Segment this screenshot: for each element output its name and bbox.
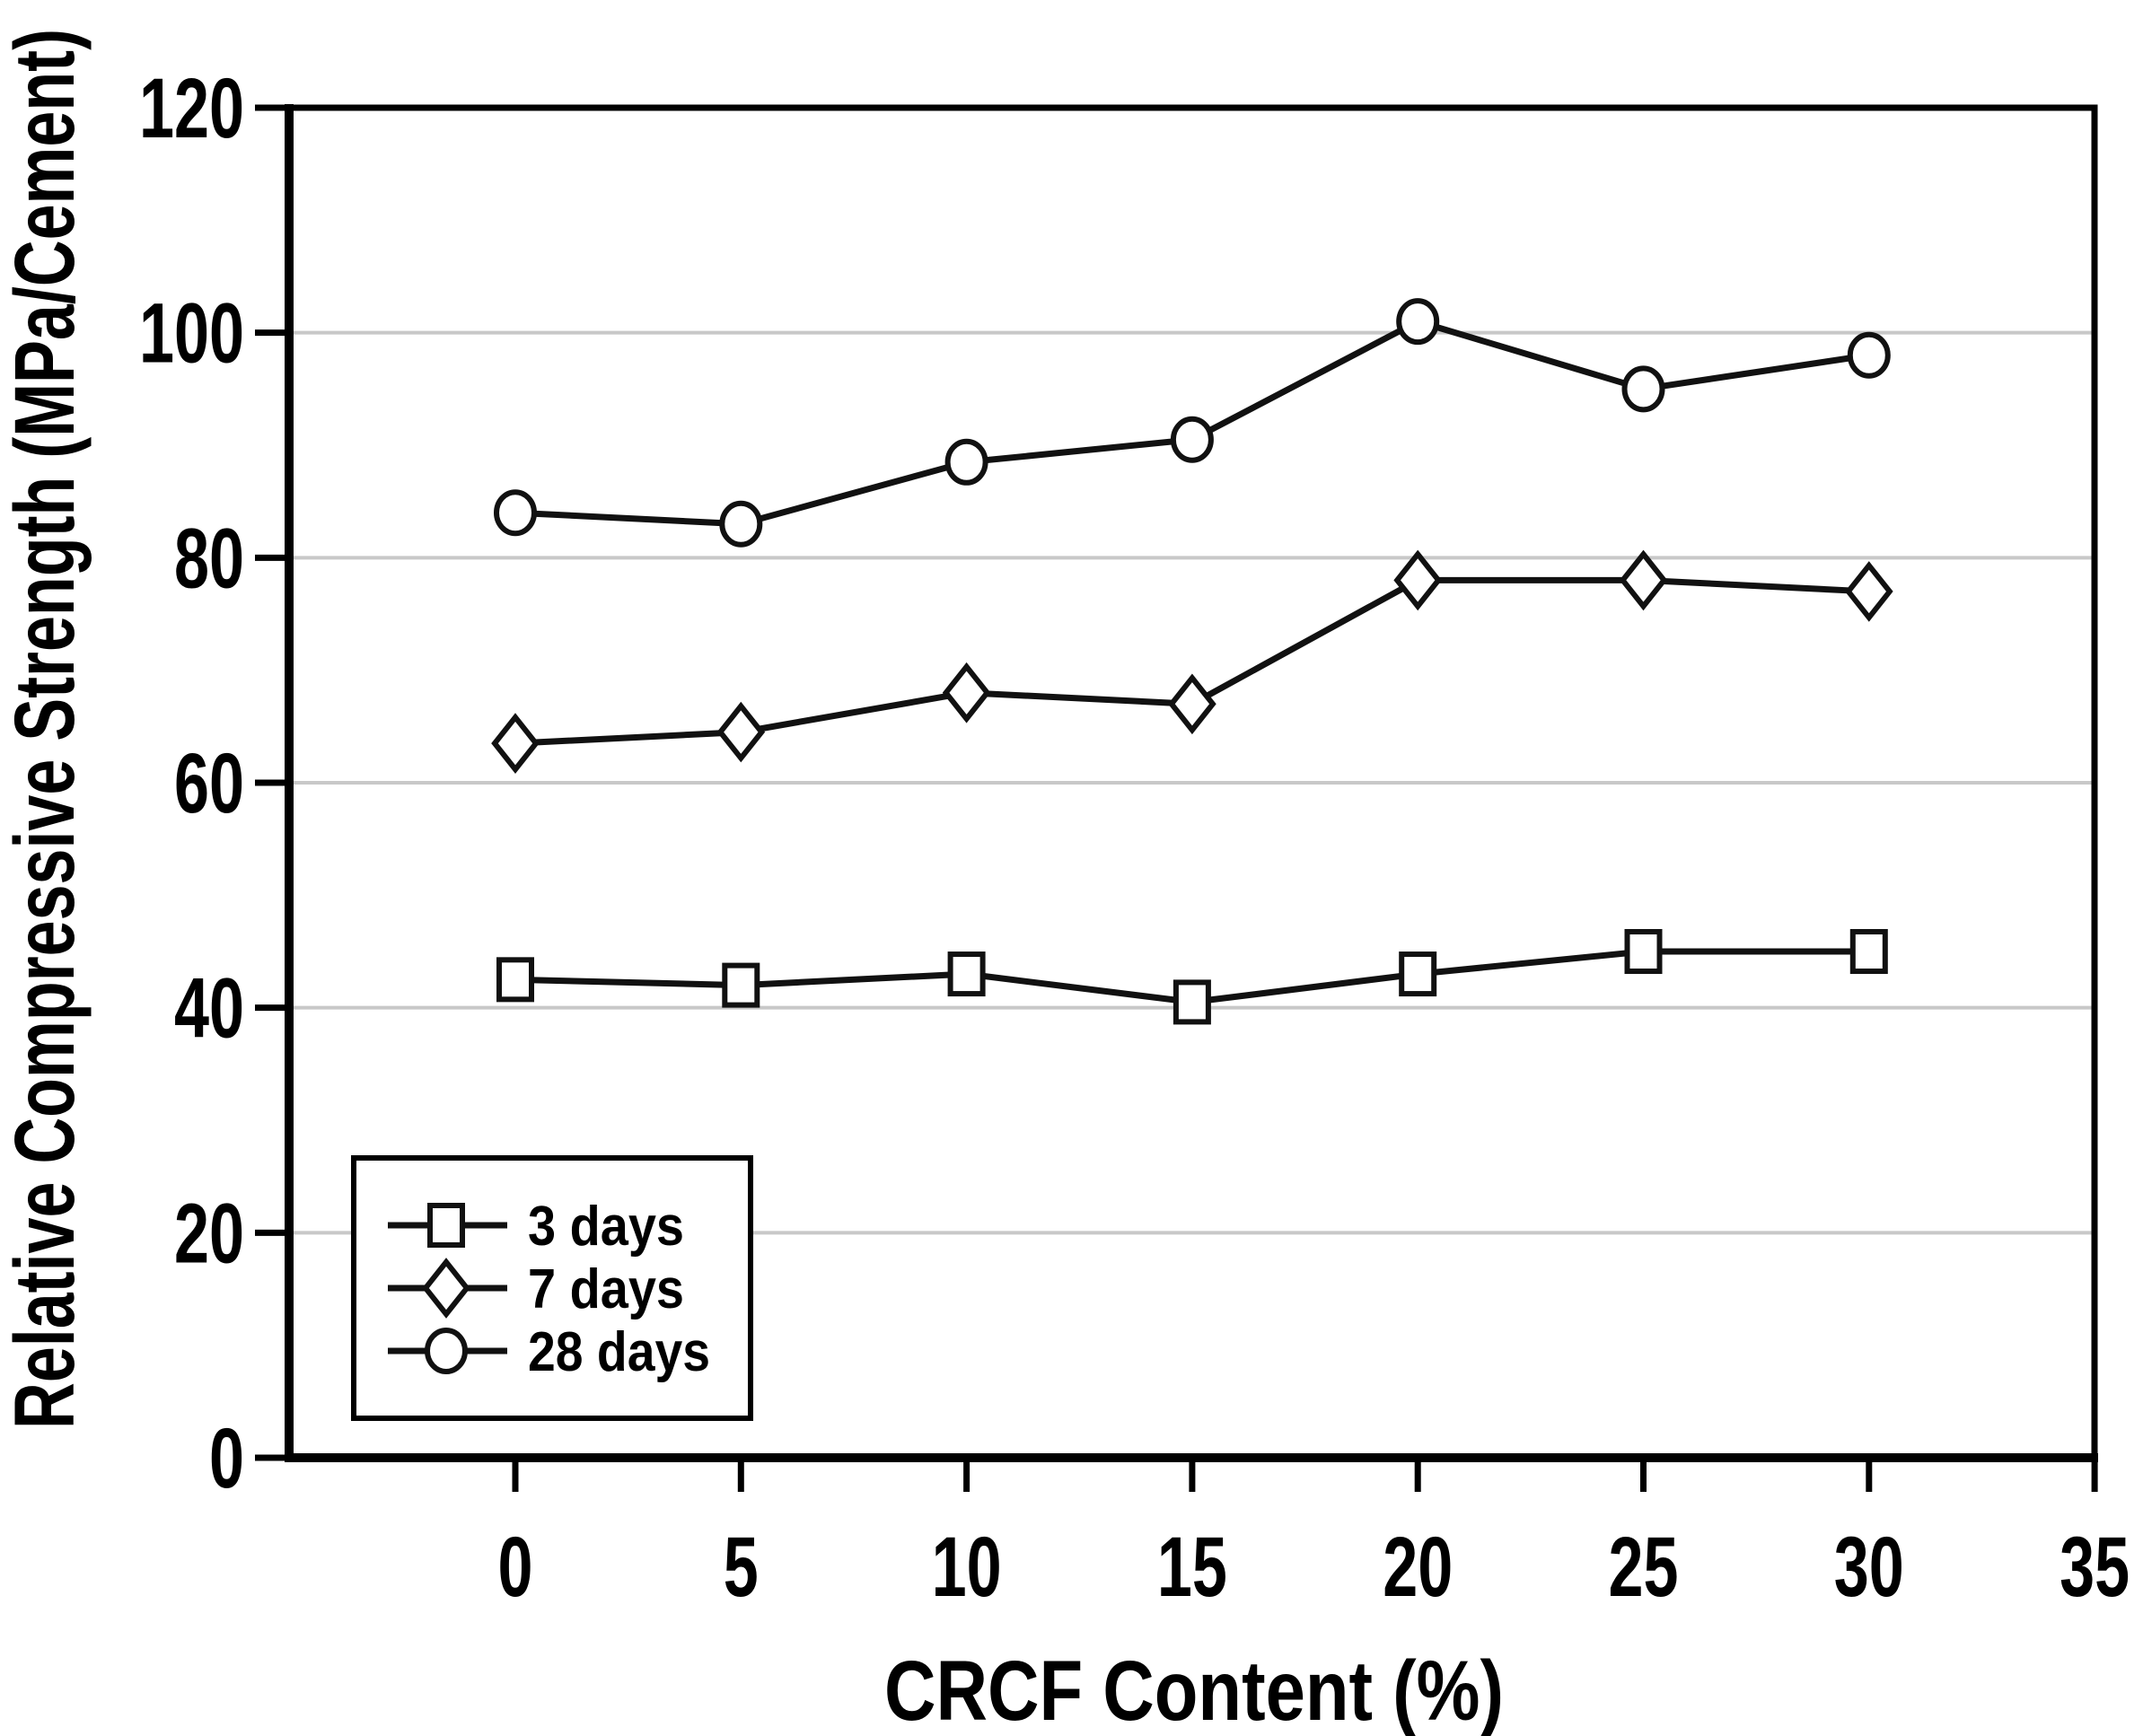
x-tick-label: 15 xyxy=(1157,1520,1227,1615)
square-marker-icon xyxy=(722,962,760,1008)
square-marker-icon xyxy=(947,951,986,997)
square-marker-icon xyxy=(1399,951,1437,997)
x-tick-label: 25 xyxy=(1609,1520,1679,1615)
square-marker-icon xyxy=(427,1203,465,1248)
diamond-marker-icon xyxy=(716,701,766,763)
circle-marker-icon xyxy=(494,489,537,537)
circle-marker-icon xyxy=(1621,365,1665,413)
square-marker-icon xyxy=(496,957,534,1003)
diamond-marker-icon xyxy=(1619,549,1668,611)
square-marker-icon xyxy=(1849,929,1888,975)
circle-marker-icon xyxy=(719,500,763,548)
x-tick-label: 0 xyxy=(498,1520,533,1615)
x-axis-title: CRCF Content (%) xyxy=(884,1644,1504,1736)
legend-label: 28 days xyxy=(528,1321,710,1383)
y-tick-label: 100 xyxy=(139,286,244,381)
x-tick-label: 5 xyxy=(724,1520,759,1615)
x-tick-label: 20 xyxy=(1383,1520,1453,1615)
circle-marker-icon xyxy=(944,438,988,486)
circle-marker-icon xyxy=(1847,331,1891,379)
diamond-marker-icon xyxy=(1393,549,1443,611)
x-tick-label: 35 xyxy=(2060,1520,2130,1615)
diamond-marker-icon xyxy=(422,1258,470,1319)
y-tick-label: 20 xyxy=(174,1186,244,1281)
y-axis-title: Relative Compressive Strength (MPa/Cemen… xyxy=(0,29,92,1429)
diamond-marker-icon xyxy=(942,662,991,723)
circle-marker-icon xyxy=(1396,298,1440,346)
y-tick-label: 60 xyxy=(174,736,244,831)
y-tick-label: 40 xyxy=(174,961,244,1057)
x-tick-label: 10 xyxy=(932,1520,1002,1615)
y-tick-label: 80 xyxy=(174,511,244,606)
circle-marker-icon xyxy=(1170,416,1214,463)
y-tick-label: 0 xyxy=(209,1411,244,1506)
circle-marker-icon xyxy=(425,1328,468,1374)
y-tick-label: 120 xyxy=(139,61,244,156)
square-marker-icon xyxy=(1624,929,1663,975)
x-tick-label: 30 xyxy=(1834,1520,1904,1615)
legend-label: 7 days xyxy=(528,1258,684,1320)
square-marker-icon xyxy=(1173,979,1211,1025)
diamond-marker-icon xyxy=(1168,673,1216,735)
diamond-marker-icon xyxy=(491,713,540,774)
legend-label: 3 days xyxy=(528,1196,684,1258)
diamond-marker-icon xyxy=(1844,561,1893,622)
